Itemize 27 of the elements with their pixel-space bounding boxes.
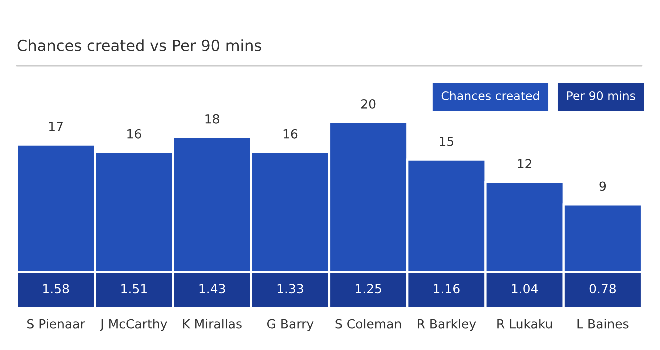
data-label: 1.16 (434, 284, 460, 294)
text: Chances created (442, 91, 540, 100)
category-label: K Mirallas (183, 319, 242, 329)
data-label: 16 (284, 129, 298, 139)
category-label: S Pienaar (28, 319, 86, 329)
category-label: S Coleman (336, 319, 402, 329)
data-label: 12 (518, 159, 532, 169)
data-label: 1.33 (278, 284, 304, 294)
data-label: 1.51 (122, 284, 147, 294)
data-label: 16 (128, 129, 142, 139)
category-label: L Baines (578, 319, 629, 329)
data-label: 1.25 (356, 284, 382, 294)
data-label: 18 (206, 114, 220, 124)
text: Per 90 mins (567, 91, 636, 100)
category-label: G Barry (267, 319, 314, 332)
data-label: 9 (600, 182, 606, 192)
category-label: J McCarthy (100, 319, 168, 332)
category-label: R Lukaku (498, 319, 552, 329)
data-label: 1.58 (44, 284, 70, 294)
data-label: 20 (362, 99, 376, 109)
data-label: 0.78 (590, 284, 616, 294)
data-label: 1.04 (512, 284, 538, 294)
data-label: 17 (49, 122, 63, 132)
data-label: 1.43 (200, 284, 226, 294)
chart-title: Chances created vs Per 90 mins (18, 40, 262, 52)
category-label: R Barkley (418, 319, 476, 332)
data-label: 15 (440, 137, 454, 146)
